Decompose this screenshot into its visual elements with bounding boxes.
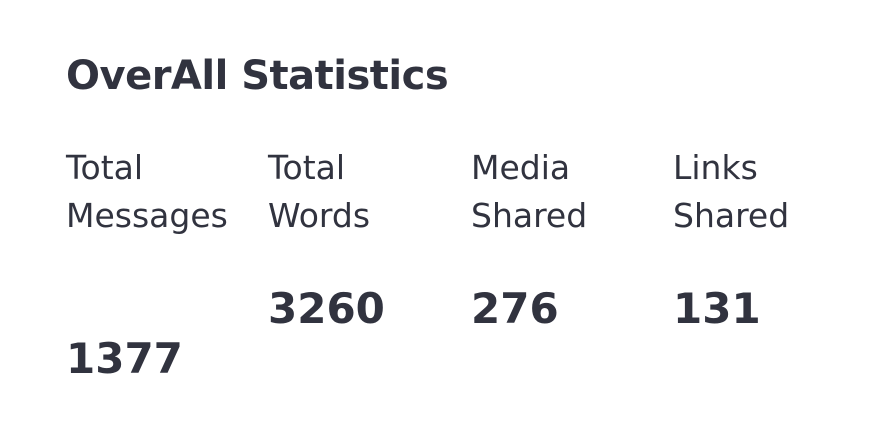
stat-label-line: Media xyxy=(471,148,571,187)
stat-label-line: Shared xyxy=(471,196,588,235)
page-title: OverAll Statistics xyxy=(66,53,449,99)
stat-links-shared: Links Shared 131 xyxy=(673,144,863,394)
stat-value-total-words: 3260 xyxy=(268,284,385,333)
stat-value-links-shared: 131 xyxy=(673,284,761,333)
stat-label-line: Messages xyxy=(66,196,228,235)
stat-label-media-shared: Media Shared xyxy=(471,144,641,240)
stat-value-media-shared: 276 xyxy=(471,284,559,333)
stat-label-total-messages: Total Messages xyxy=(66,144,236,240)
stat-total-messages: Total Messages 1377 xyxy=(66,144,256,394)
stat-label-line: Links xyxy=(673,148,758,187)
stat-label-links-shared: Links Shared xyxy=(673,144,843,240)
stat-total-words: Total Words 3260 xyxy=(268,144,458,394)
stat-value-total-messages: 1377 xyxy=(66,334,183,383)
stat-label-line: Total xyxy=(268,148,346,187)
stat-label-line: Shared xyxy=(673,196,790,235)
stat-label-total-words: Total Words xyxy=(268,144,438,240)
stats-row: Total Messages 1377 Total Words 3260 Med… xyxy=(66,144,856,394)
stat-media-shared: Media Shared 276 xyxy=(471,144,661,394)
stat-label-line: Total xyxy=(66,148,144,187)
statistics-panel: OverAll Statistics Total Messages 1377 T… xyxy=(66,48,856,383)
stat-label-line: Words xyxy=(268,196,371,235)
